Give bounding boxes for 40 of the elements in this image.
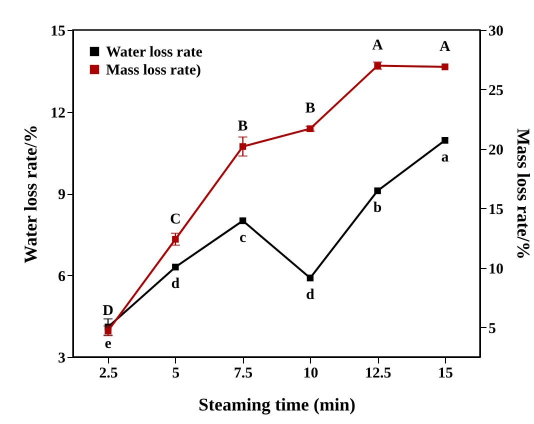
y-tick-label: 3 xyxy=(58,350,66,366)
y2-tick-label: 20 xyxy=(488,142,504,158)
point xyxy=(442,137,448,144)
y2-tick-label: 30 xyxy=(488,24,504,40)
point xyxy=(172,264,179,270)
point xyxy=(374,187,381,194)
point xyxy=(239,217,246,224)
legend-label: Water loss rate xyxy=(106,44,203,60)
y-tick-label: 6 xyxy=(58,268,66,285)
data-label: a xyxy=(441,149,450,166)
data-label: e xyxy=(104,336,112,352)
data-label: d xyxy=(306,286,316,303)
data-label: A xyxy=(372,38,384,54)
data-label: A xyxy=(440,38,451,55)
data-label: B xyxy=(305,100,316,117)
y2-tick-label: 15 xyxy=(488,202,504,218)
x-tick-label: 12.5 xyxy=(364,366,392,382)
y2-tick-label: 5 xyxy=(488,320,496,337)
y-tick-label: 9 xyxy=(58,187,66,203)
data-label: C xyxy=(170,211,181,228)
y-axis-title: Water loss rate/% xyxy=(20,124,40,264)
x-tick-label: 10 xyxy=(303,366,318,382)
x-tick-label: 5 xyxy=(172,366,180,382)
y-tick-label: 12 xyxy=(50,105,66,122)
point xyxy=(442,64,448,70)
y2-tick-label: 10 xyxy=(488,261,504,278)
point xyxy=(306,274,314,282)
x-tick-label: 2.5 xyxy=(99,366,118,382)
legend-label: Mass loss rate) xyxy=(106,62,201,78)
y-tick-label: 15 xyxy=(50,24,66,40)
data-label: b xyxy=(373,200,382,216)
x-tick-label: 7.5 xyxy=(234,366,253,382)
x-tick-label: 15 xyxy=(438,366,453,382)
data-label: D xyxy=(102,302,114,319)
data-label: B xyxy=(238,118,248,135)
y2-tick-label: 25 xyxy=(488,82,504,99)
data-label: d xyxy=(171,276,180,292)
y2-axis-title: Mass loss rate/% xyxy=(514,128,534,260)
data-label: c xyxy=(239,230,246,246)
x-axis-title: Steaming time (min) xyxy=(198,394,356,414)
